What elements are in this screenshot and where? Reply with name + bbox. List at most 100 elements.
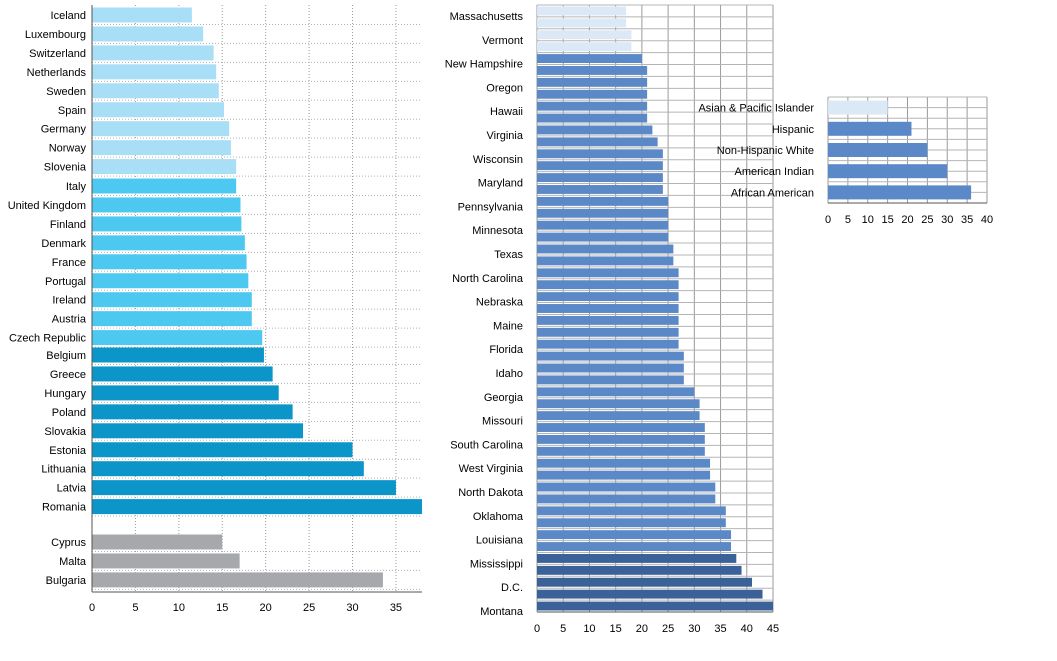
ethnicity-x-tick-label: 10	[862, 214, 874, 226]
europe-category-label: United Kingdom	[8, 200, 86, 212]
states-category-label: Mississippi	[470, 558, 523, 570]
ethnicity-bar	[828, 100, 888, 115]
states-x-tick-label: 45	[767, 623, 779, 635]
europe-bar	[92, 292, 252, 308]
states-x-tick-label: 20	[636, 623, 648, 635]
states-bar	[537, 542, 732, 551]
states-x-tick-label: 0	[534, 623, 540, 635]
states-bar	[537, 280, 679, 290]
states-bar	[537, 66, 648, 75]
states-bar	[537, 89, 648, 99]
states-bar	[537, 458, 711, 468]
states-category-label: North Carolina	[452, 273, 524, 285]
europe-category-label: Netherlands	[27, 67, 87, 79]
europe-category-label: Hungary	[44, 388, 86, 400]
states-bar	[537, 54, 642, 64]
states-x-tick-label: 5	[560, 623, 566, 635]
europe-category-label: Poland	[52, 407, 86, 419]
europe-category-label: Denmark	[41, 238, 86, 250]
states-bar	[537, 577, 753, 587]
states-bar	[537, 423, 705, 432]
states-category-label: Texas	[494, 249, 523, 261]
states-category-label: Pennsylvania	[458, 201, 524, 213]
states-x-tick-label: 25	[662, 623, 674, 635]
states-bar	[537, 30, 632, 40]
states-bar	[537, 518, 726, 528]
europe-category-label: Bulgaria	[46, 575, 87, 587]
states-category-label: Virginia	[487, 130, 524, 142]
states-bar	[537, 411, 700, 421]
europe-bar	[92, 64, 217, 80]
states-x-tick-label: 30	[688, 623, 700, 635]
europe-category-label: Czech Republic	[9, 333, 87, 345]
states-bar	[537, 232, 669, 242]
states-bar	[537, 208, 669, 218]
states-bar	[537, 161, 663, 171]
ethnicity-x-tick-label: 15	[882, 214, 894, 226]
states-bar	[537, 137, 658, 147]
europe-bar	[92, 534, 223, 550]
states-category-label: Nebraska	[476, 297, 524, 309]
ethnicity-bar	[828, 185, 972, 200]
europe-category-label: Latvia	[57, 483, 87, 495]
states-bar	[537, 494, 716, 504]
europe-category-label: Finland	[50, 219, 86, 231]
states-bar	[537, 113, 648, 123]
states-category-label: Hawaii	[490, 106, 523, 118]
states-category-label: Oregon	[486, 82, 523, 94]
europe-bar	[92, 572, 383, 588]
europe-category-label: Sweden	[46, 86, 86, 98]
states-category-label: Minnesota	[472, 225, 524, 237]
europe-category-label: Austria	[52, 314, 87, 326]
states-category-label: D.C.	[501, 582, 523, 594]
states-bar	[537, 339, 679, 349]
europe-x-tick-label: 10	[173, 602, 185, 614]
europe-x-tick-label: 30	[346, 602, 358, 614]
europe-category-label: Norway	[49, 143, 87, 155]
states-bar	[537, 327, 679, 337]
europe-bar	[92, 347, 264, 363]
states-category-label: Florida	[489, 344, 524, 356]
states-bar	[537, 244, 674, 254]
states-bar	[537, 77, 648, 87]
europe-bar	[92, 273, 249, 289]
europe-x-tick-label: 15	[216, 602, 228, 614]
europe-category-label: Italy	[66, 181, 87, 193]
europe-bar	[92, 102, 224, 118]
states-category-label: North Dakota	[458, 487, 524, 499]
states-bar	[537, 42, 632, 52]
states-bar	[537, 530, 732, 540]
states-bar	[537, 446, 705, 456]
europe-bar	[92, 553, 240, 569]
europe-category-label: Slovakia	[44, 426, 86, 438]
states-bar	[537, 6, 627, 16]
states-category-label: West Virginia	[459, 463, 524, 475]
states-bar	[537, 434, 705, 444]
europe-bar	[92, 140, 231, 156]
states-x-tick-label: 35	[714, 623, 726, 635]
states-bar	[537, 565, 742, 575]
ethnicity-bar	[828, 143, 928, 157]
states-category-label: Oklahoma	[473, 511, 524, 523]
europe-category-label: Cyprus	[51, 537, 86, 549]
states-bar	[537, 470, 711, 480]
ethnicity-x-tick-label: 40	[981, 214, 993, 226]
europe-category-label: Estonia	[49, 445, 87, 457]
europe-bar	[92, 26, 204, 42]
europe-bar	[92, 83, 219, 99]
states-bar	[537, 482, 716, 492]
states-chart-group: Massachusetts Vermont New Hampshire Oregon H…	[445, 4, 779, 635]
europe-category-label: Germany	[41, 124, 87, 136]
europe-bar	[92, 178, 237, 194]
states-category-label: Georgia	[484, 392, 524, 404]
states-bar	[537, 399, 700, 409]
europe-category-label: Slovenia	[44, 162, 87, 174]
states-x-tick-label: 40	[741, 623, 753, 635]
states-x-tick-label: 10	[583, 623, 595, 635]
europe-category-label: Malta	[59, 556, 87, 568]
ethnicity-category-label: American Indian	[735, 166, 815, 178]
states-bar	[537, 173, 663, 183]
ethnicity-x-tick-label: 35	[961, 214, 973, 226]
europe-category-label: Ireland	[52, 295, 86, 307]
europe-bar	[92, 423, 304, 439]
